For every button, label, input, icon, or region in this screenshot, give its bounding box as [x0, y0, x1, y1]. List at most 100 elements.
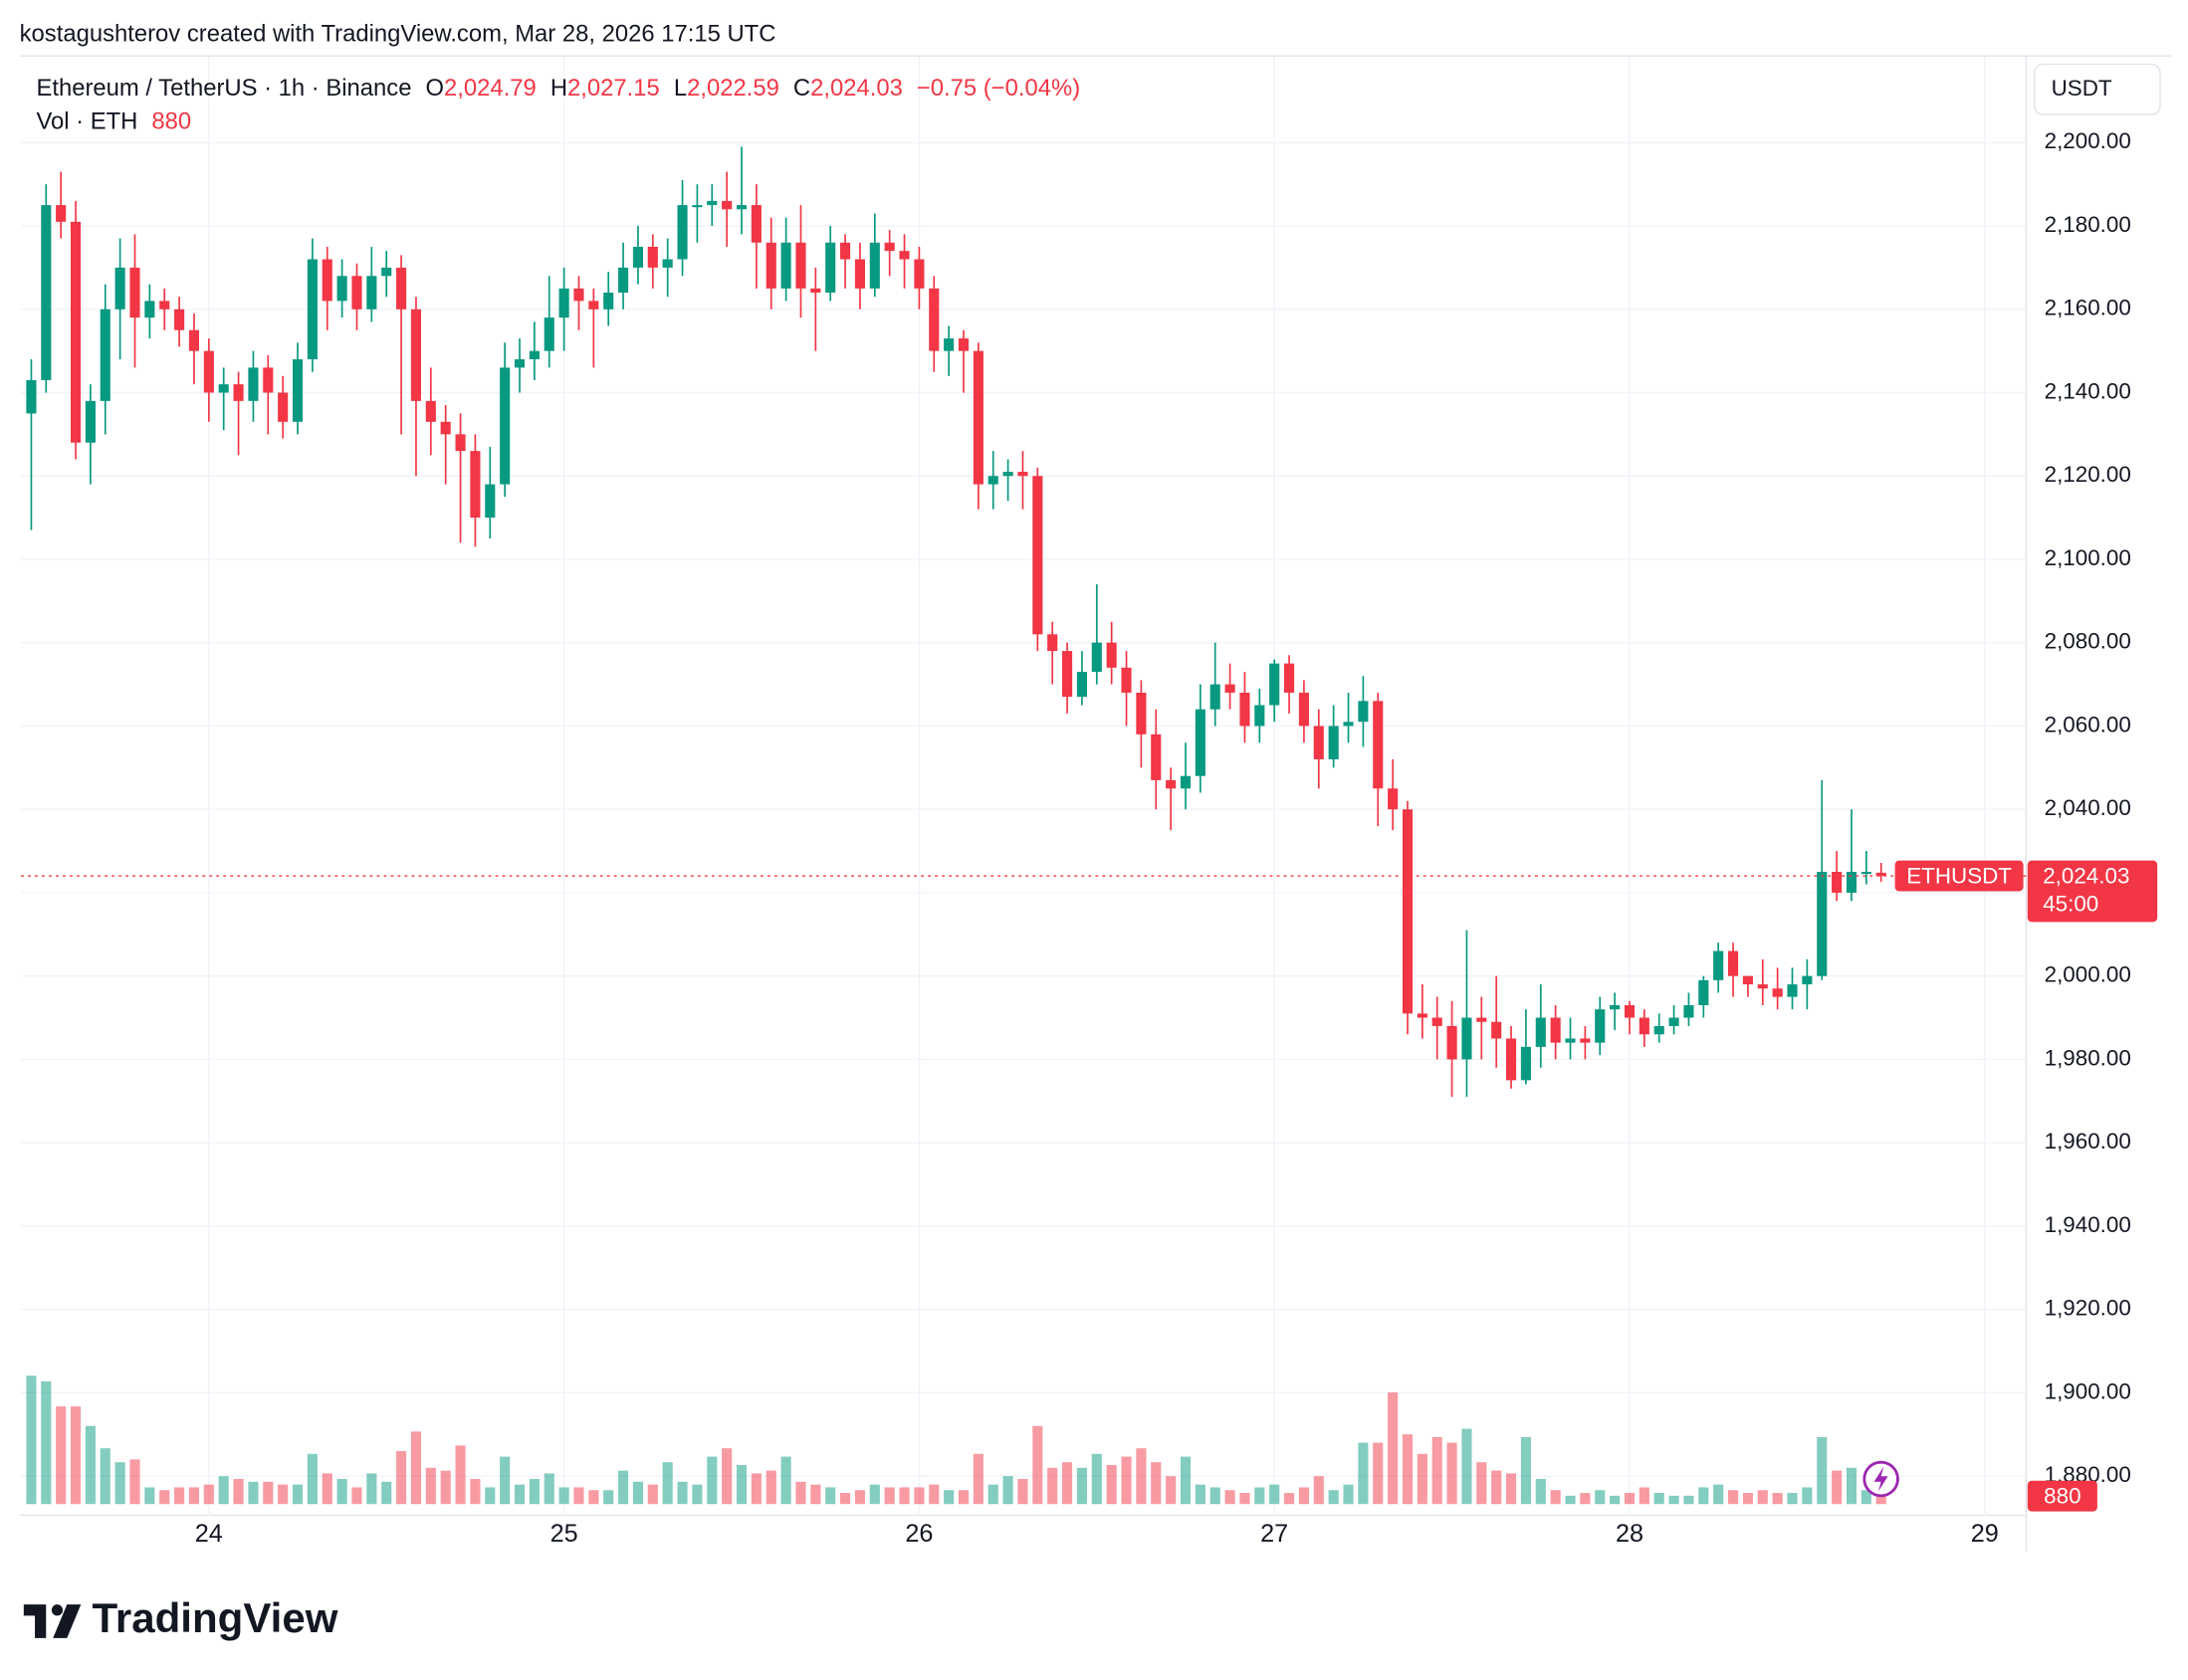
volume-bar [1239, 1493, 1250, 1505]
candle-body [203, 350, 214, 393]
volume-bar [26, 1375, 37, 1505]
volume-bar [647, 1484, 658, 1505]
candle-body [1388, 788, 1399, 810]
low-value: 2,022.59 [687, 75, 779, 102]
candle-body [1757, 984, 1768, 989]
open-label: O [425, 75, 444, 102]
candle-body [114, 267, 125, 310]
volume-bar [85, 1425, 96, 1505]
volume-bar [588, 1490, 599, 1505]
volume-bar [233, 1479, 244, 1505]
candle-body [736, 205, 748, 210]
candle-body [1565, 1038, 1576, 1043]
volume-bar [114, 1462, 125, 1505]
volume-bar [440, 1470, 451, 1505]
currency-label[interactable]: USDT [2052, 76, 2112, 101]
volume-bar [1417, 1453, 1427, 1505]
candle-body [278, 392, 289, 422]
volume-bar [1224, 1490, 1235, 1505]
candle-body [1284, 663, 1295, 693]
y-tick-label: 1,900.00 [2045, 1378, 2131, 1403]
candle-body [1683, 1004, 1694, 1018]
candle-body [396, 267, 407, 310]
candle-body [929, 288, 940, 351]
volume-bar [944, 1490, 955, 1505]
candle-body [944, 338, 955, 351]
volume-bar [263, 1481, 274, 1505]
candle-body [85, 400, 96, 443]
y-tick-label: 1,960.00 [2045, 1129, 2131, 1154]
volume-bar [1106, 1465, 1117, 1505]
candle-body [1328, 726, 1339, 759]
high-label: H [550, 75, 567, 102]
volume-bar [1062, 1462, 1073, 1505]
candle-body [1860, 872, 1871, 875]
volume-bar [1742, 1493, 1753, 1505]
candle-body [1091, 642, 1102, 673]
volume-bar [278, 1484, 289, 1505]
candle-body [1624, 1004, 1636, 1018]
volume-bar [632, 1481, 644, 1505]
volume-bar [1180, 1456, 1192, 1505]
candle-body [1358, 701, 1369, 723]
candle-body [677, 205, 688, 260]
volume-bar [188, 1487, 200, 1505]
candle-body [707, 200, 718, 206]
candle-body [381, 267, 392, 277]
volume-bar [1284, 1493, 1295, 1505]
currency-button[interactable] [2034, 63, 2161, 115]
candle-body [722, 200, 733, 210]
volume-bar [662, 1462, 673, 1505]
y-tick-label: 2,120.00 [2045, 462, 2131, 487]
candle-body [26, 379, 37, 414]
volume-bar [1491, 1470, 1502, 1505]
volume-tag [2027, 1480, 2097, 1512]
candle-body [1713, 950, 1724, 980]
volume-bar [1476, 1462, 1487, 1505]
volume-bar [1032, 1425, 1043, 1505]
candle-body [1846, 872, 1858, 893]
volume-bar [336, 1479, 347, 1505]
volume-bar [958, 1490, 970, 1505]
candle-body [1580, 1038, 1591, 1043]
candle-body [233, 384, 244, 401]
volume-bar [987, 1484, 998, 1505]
candle-body [766, 242, 776, 289]
volume-bar [810, 1484, 821, 1505]
volume-bar [1431, 1436, 1442, 1505]
candle-body [529, 350, 540, 360]
candle-body [1224, 684, 1235, 693]
volume-bar [70, 1406, 82, 1505]
candle-body [1313, 726, 1324, 759]
candle-body [1476, 1017, 1487, 1022]
logo-shape [53, 1604, 82, 1638]
candle-body [500, 367, 511, 485]
volume-bar [1535, 1479, 1546, 1505]
x-tick-label: 29 [1971, 1520, 1999, 1548]
candle-body [470, 451, 481, 519]
candle-body [425, 400, 436, 422]
volume-bar [1757, 1490, 1768, 1505]
candle-body [263, 367, 274, 393]
volume-bar [1727, 1490, 1739, 1505]
candle-body [1106, 642, 1117, 668]
volume-bar [825, 1487, 836, 1505]
candle-body [1417, 1013, 1427, 1018]
volume-bar [159, 1490, 170, 1505]
volume-bar [366, 1473, 377, 1505]
candle-body [825, 242, 836, 294]
volume-bar [396, 1450, 407, 1505]
candle-body [1121, 667, 1132, 693]
logo-shape [51, 1604, 64, 1616]
volume-bar [1653, 1493, 1664, 1505]
volume-bar [1846, 1467, 1858, 1505]
grid [21, 56, 2027, 1516]
price-tag [2027, 860, 2158, 923]
volume-bar [854, 1490, 865, 1505]
y-tick-label: 2,160.00 [2045, 296, 2131, 320]
volume-bar [929, 1484, 940, 1505]
candle-body [292, 359, 304, 422]
volume-bar [514, 1484, 526, 1505]
x-tick-label: 24 [195, 1520, 223, 1548]
